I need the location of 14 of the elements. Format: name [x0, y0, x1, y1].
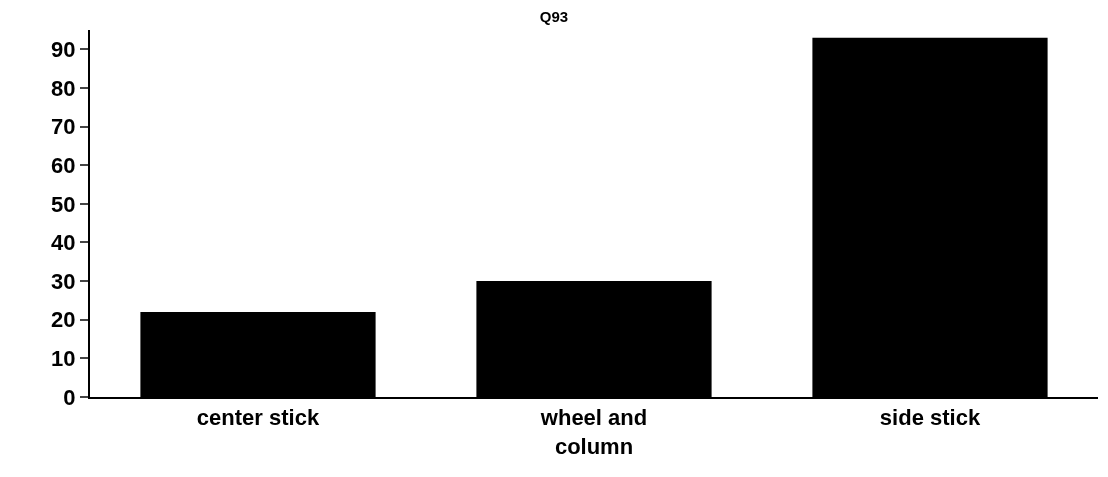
- x-tick-label: center stick: [196, 405, 320, 431]
- x-tick-label: wheel and column: [539, 405, 648, 459]
- y-tick-label: 10: [51, 346, 76, 372]
- y-tick-label: 80: [51, 75, 76, 101]
- y-tick-label: 60: [51, 152, 76, 178]
- y-tick-label: 50: [51, 191, 76, 217]
- chart-title: Q93: [539, 8, 569, 26]
- y-tick-label: 70: [51, 114, 76, 140]
- y-tick-label: 0: [63, 384, 76, 410]
- x-tick-label: side stick: [879, 405, 981, 431]
- y-tick-label: 20: [51, 307, 76, 333]
- y-tick-label: 30: [51, 268, 76, 294]
- y-tick-label: 40: [51, 230, 76, 256]
- y-tick-label: 90: [51, 37, 76, 63]
